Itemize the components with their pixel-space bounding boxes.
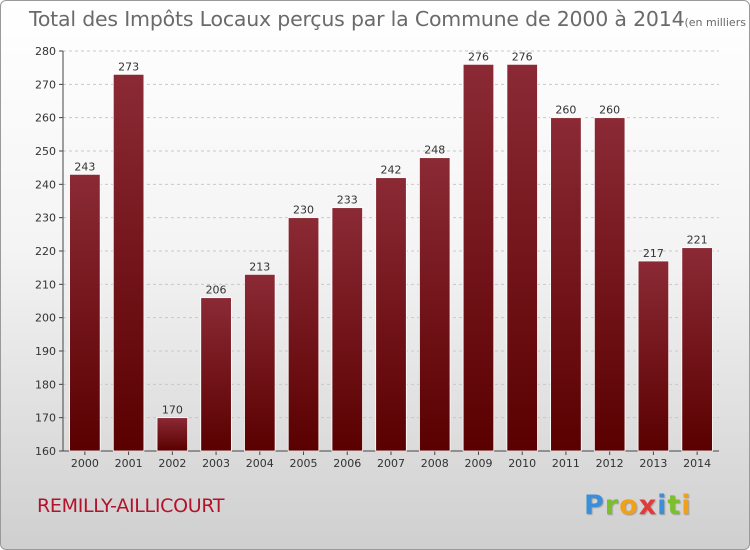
bar-2001[interactable] [112, 73, 145, 452]
y-tick-label: 190 [35, 345, 56, 358]
data-label-2002: 170 [162, 404, 183, 417]
logo-letter: x [638, 490, 658, 521]
commune-name: REMILLY-AILLICOURT [37, 495, 225, 517]
data-label-2010: 276 [512, 50, 533, 63]
bar-2014[interactable] [681, 247, 713, 452]
x-tick-label-2010: 2010 [508, 457, 536, 470]
bar-2003[interactable] [200, 297, 232, 452]
logo-letter: i [657, 490, 668, 521]
bar-2011[interactable] [550, 117, 582, 452]
bar-2000[interactable] [69, 173, 101, 452]
data-label-2008: 248 [424, 144, 445, 157]
bar-2004[interactable] [244, 273, 276, 452]
bar-2012[interactable] [593, 117, 626, 452]
x-tick-label-2012: 2012 [596, 457, 624, 470]
data-label-2009: 276 [468, 50, 489, 63]
logo-letter: r [604, 490, 620, 521]
y-tick-label: 280 [35, 45, 56, 58]
x-tick-label-2002: 2002 [158, 457, 186, 470]
logo-letter: i [681, 490, 692, 521]
y-tick-label: 200 [35, 312, 56, 325]
x-tick-label-2014: 2014 [683, 457, 711, 470]
logo-letter: t [667, 490, 682, 521]
y-tick-label: 260 [35, 112, 56, 125]
data-label-2006: 233 [337, 194, 358, 207]
x-tick-label-2008: 2008 [421, 457, 449, 470]
x-tick-label-2007: 2007 [377, 457, 405, 470]
y-tick-label: 210 [35, 278, 56, 291]
chart-title-unit: (en milliers d'€) [684, 16, 749, 29]
y-tick-label: 180 [35, 378, 56, 391]
bar-2006[interactable] [331, 207, 363, 452]
bar-2002[interactable] [156, 417, 189, 452]
bar-2013[interactable] [637, 260, 670, 452]
y-tick-label: 230 [35, 212, 56, 225]
x-tick-label-2001: 2001 [115, 457, 143, 470]
x-tick-label-2004: 2004 [246, 457, 274, 470]
y-tick-label: 170 [35, 412, 56, 425]
data-label-2005: 230 [293, 204, 314, 217]
data-label-2014: 221 [687, 234, 708, 247]
data-label-2012: 260 [599, 104, 620, 117]
data-label-2007: 242 [381, 164, 402, 177]
data-label-2000: 243 [74, 160, 95, 173]
logo-letter: o [619, 490, 639, 521]
x-tick-label-2003: 2003 [202, 457, 230, 470]
chart-title: Total des Impôts Locaux perçus par la Co… [29, 7, 749, 31]
bar-2010[interactable] [506, 63, 538, 452]
x-tick-label-2011: 2011 [552, 457, 580, 470]
data-label-2011: 260 [555, 104, 576, 117]
data-label-2004: 213 [249, 260, 270, 273]
chart-title-main: Total des Impôts Locaux perçus par la Co… [29, 7, 685, 31]
proxiti-logo[interactable]: Proxiti [584, 490, 692, 521]
bar-2005[interactable] [287, 217, 320, 452]
y-tick-label: 240 [35, 178, 56, 191]
y-tick-label: 270 [35, 78, 56, 91]
x-tick-label-2013: 2013 [639, 457, 667, 470]
data-label-2013: 217 [643, 247, 664, 260]
logo-letter: P [584, 490, 605, 521]
y-tick-label: 250 [35, 145, 56, 158]
bar-2008[interactable] [419, 157, 451, 452]
y-tick-label: 220 [35, 245, 56, 258]
x-tick-label-2009: 2009 [464, 457, 492, 470]
x-tick-label-2000: 2000 [71, 457, 99, 470]
x-tick-label-2005: 2005 [290, 457, 318, 470]
bar-2007[interactable] [375, 177, 407, 452]
y-tick-label: 160 [35, 445, 56, 458]
data-label-2003: 206 [206, 284, 227, 297]
data-label-2001: 273 [118, 60, 139, 73]
x-tick-label-2006: 2006 [333, 457, 361, 470]
bar-2009[interactable] [462, 63, 495, 452]
